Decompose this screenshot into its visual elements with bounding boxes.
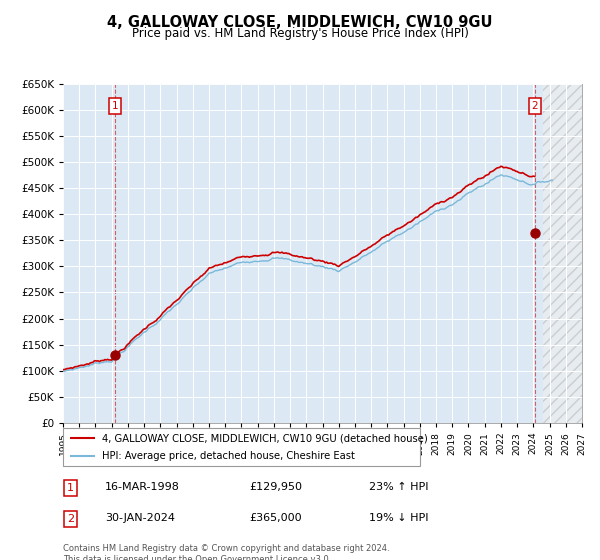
Text: 2: 2 [67, 514, 74, 524]
Text: Price paid vs. HM Land Registry's House Price Index (HPI): Price paid vs. HM Land Registry's House … [131, 27, 469, 40]
Text: £129,950: £129,950 [249, 482, 302, 492]
Text: 30-JAN-2024: 30-JAN-2024 [105, 513, 175, 523]
Text: 1: 1 [112, 101, 118, 111]
FancyBboxPatch shape [63, 428, 420, 466]
Text: Contains HM Land Registry data © Crown copyright and database right 2024.
This d: Contains HM Land Registry data © Crown c… [63, 544, 389, 560]
Text: 23% ↑ HPI: 23% ↑ HPI [369, 482, 428, 492]
Bar [543, 84, 582, 423]
Text: 1: 1 [67, 483, 74, 493]
Text: 4, GALLOWAY CLOSE, MIDDLEWICH, CW10 9GU: 4, GALLOWAY CLOSE, MIDDLEWICH, CW10 9GU [107, 15, 493, 30]
Text: £365,000: £365,000 [249, 513, 302, 523]
Text: 19% ↓ HPI: 19% ↓ HPI [369, 513, 428, 523]
Text: 16-MAR-1998: 16-MAR-1998 [105, 482, 180, 492]
Text: 2: 2 [532, 101, 538, 111]
Bar [543, 84, 582, 423]
Text: 4, GALLOWAY CLOSE, MIDDLEWICH, CW10 9GU (detached house): 4, GALLOWAY CLOSE, MIDDLEWICH, CW10 9GU … [102, 433, 428, 443]
Text: HPI: Average price, detached house, Cheshire East: HPI: Average price, detached house, Ches… [102, 451, 355, 461]
